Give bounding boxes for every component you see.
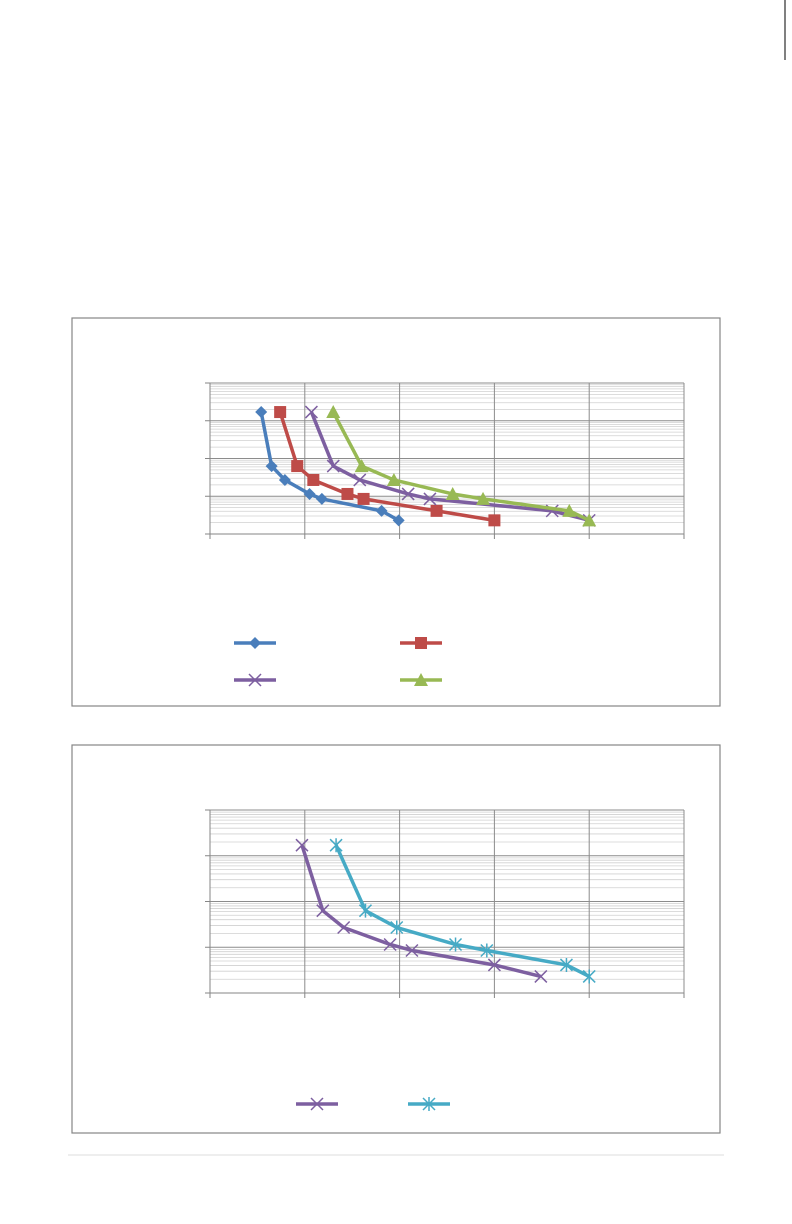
data-point [307, 473, 320, 486]
data-point [326, 405, 341, 419]
legend-marker [249, 637, 261, 649]
data-point [295, 838, 309, 852]
data-point [390, 920, 404, 935]
data-point [265, 460, 278, 473]
legend-marker [422, 1097, 436, 1111]
data-point [337, 920, 351, 935]
data-point [291, 460, 304, 473]
data-point [358, 903, 373, 918]
legend-marker [414, 673, 428, 686]
data-point [559, 957, 573, 972]
data-point [582, 513, 597, 527]
data-point [341, 487, 354, 500]
data-point [386, 472, 401, 486]
data-point [315, 492, 328, 505]
data-point [476, 491, 491, 505]
data-point [449, 937, 463, 952]
data-point [383, 937, 397, 952]
data-point [480, 943, 494, 958]
data-point [487, 958, 501, 972]
data-point [357, 492, 370, 505]
data-point [375, 504, 388, 517]
legend-marker [248, 673, 262, 687]
data-point [534, 969, 548, 983]
data-point [278, 473, 291, 486]
data-point [304, 405, 318, 419]
chart-frame [71, 317, 721, 707]
data-point [423, 492, 437, 506]
data-point [316, 904, 330, 918]
data-point [392, 514, 405, 527]
data-point [445, 486, 460, 500]
data-point [405, 943, 419, 958]
data-point [255, 406, 268, 419]
data-point [430, 504, 443, 517]
data-point [582, 969, 596, 984]
data-point [329, 838, 343, 853]
data-point [274, 406, 287, 419]
data-point [488, 514, 501, 527]
data-point [303, 487, 316, 500]
data-point [401, 487, 415, 501]
legend-marker [310, 1097, 324, 1111]
data-point [562, 503, 577, 517]
data-point [353, 473, 367, 487]
data-point [354, 459, 369, 473]
data-point [326, 459, 340, 473]
legend-marker [415, 637, 427, 649]
